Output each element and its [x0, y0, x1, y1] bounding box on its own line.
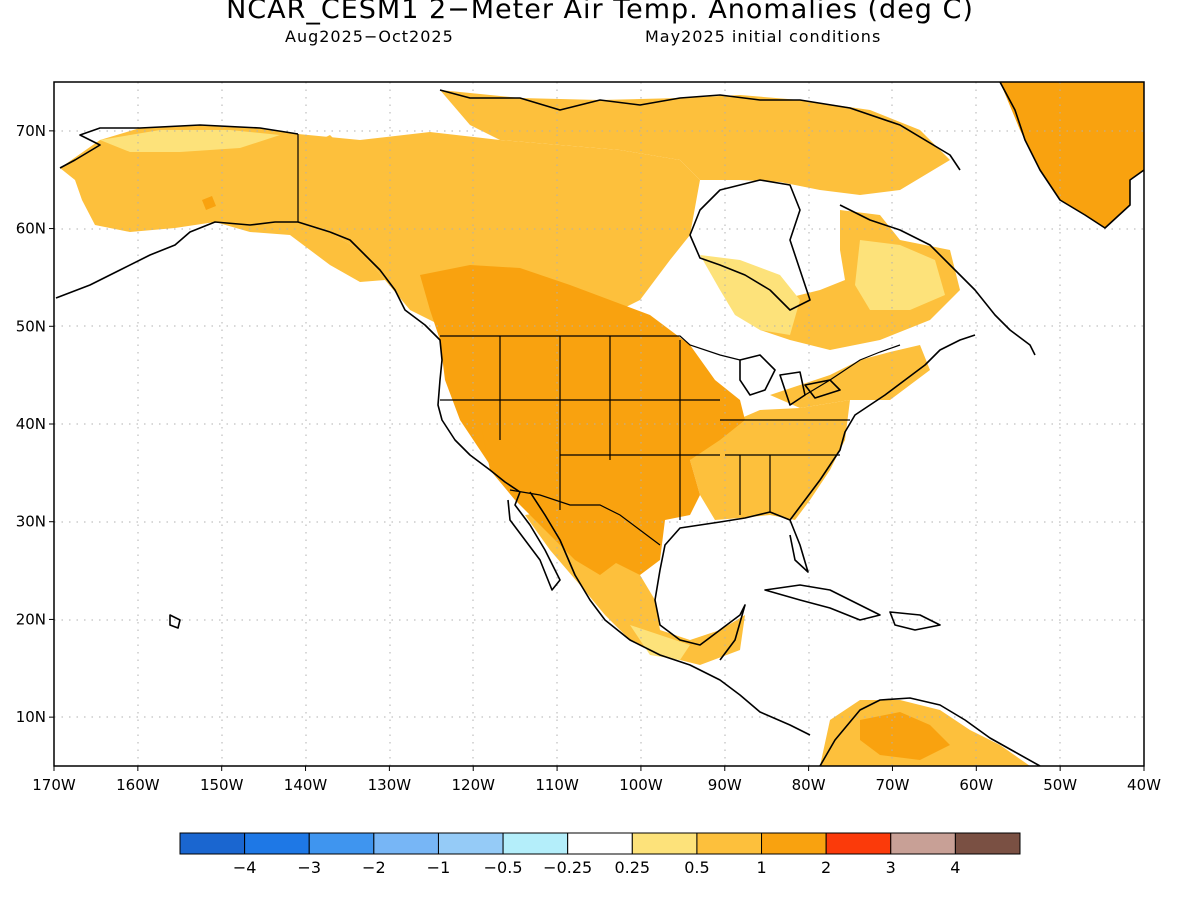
alaska-north-weak	[100, 130, 280, 152]
east-coast	[789, 334, 976, 521]
colorbar-box	[696, 832, 763, 855]
southwest-mexico-warm	[480, 420, 620, 575]
baja-coast	[507, 491, 561, 591]
colorbar-box	[890, 832, 956, 855]
colorbar	[179, 832, 1021, 855]
map-title: NCAR_CESM1 2−Meter Air Temp. Anomalies (…	[226, 0, 974, 25]
lon-label: 160W	[116, 776, 160, 794]
yukon-fill	[300, 135, 410, 290]
map-content	[54, 82, 1144, 766]
south-america-coast	[819, 697, 1041, 766]
colorbar-label: −4	[233, 858, 257, 877]
lat-label: 50N	[16, 317, 46, 335]
colorbar-label: −3	[297, 858, 321, 877]
northeast-us-fill	[770, 345, 930, 408]
colorbar-box	[373, 832, 439, 855]
colorbar-box	[954, 832, 1021, 855]
gulf-coast	[654, 511, 809, 661]
lon-label: 130W	[368, 776, 412, 794]
colorbar-box	[825, 832, 892, 855]
hudson-east-weak	[700, 255, 800, 335]
lon-label: 140W	[284, 776, 328, 794]
arctic-islands-fill	[440, 90, 950, 195]
colorbar-labels: −4 −3 −2 −1 −0.5 −0.25 0.25 0.5 1 2 3 4	[233, 858, 961, 877]
colorbar-label: −2	[362, 858, 386, 877]
venezuela-warm	[860, 712, 950, 760]
lat-label: 70N	[16, 122, 46, 140]
arctic-coast	[439, 89, 961, 171]
lat-label: 10N	[16, 708, 46, 726]
labrador-coast	[839, 204, 1036, 356]
anomaly-fill-1-2	[202, 82, 1144, 760]
anomaly-fill-0-25-0-5	[100, 130, 945, 660]
alaska-spot-warm	[202, 196, 216, 210]
lon-label: 150W	[200, 776, 244, 794]
lon-label: 170W	[32, 776, 76, 794]
colorbar-label: −0.5	[484, 858, 523, 877]
initial-conditions: May2025 initial conditions	[645, 27, 882, 46]
colorbar-box	[761, 832, 827, 855]
lon-label: 70W	[876, 776, 910, 794]
lon-label: 80W	[792, 776, 826, 794]
lat-label: 20N	[16, 610, 46, 628]
lon-label: 60W	[959, 776, 993, 794]
greenland-coast	[999, 82, 1144, 229]
yucatan-weak	[630, 625, 690, 660]
lat-label: 40N	[16, 415, 46, 433]
forecast-period: Aug2025−Oct2025	[285, 27, 454, 46]
colorbar-label: 1	[756, 858, 766, 877]
colorbar-label: 0.5	[684, 858, 709, 877]
colorbar-box	[631, 832, 698, 855]
hispaniola	[889, 611, 941, 631]
labrador-weak	[855, 240, 945, 310]
colorbar-box	[567, 832, 633, 855]
western-us-warm	[420, 265, 745, 575]
coastlines	[55, 82, 1144, 766]
colorbar-label: 2	[821, 858, 831, 877]
lon-label: 120W	[451, 776, 495, 794]
canada-north-fill	[298, 132, 700, 330]
colorbar-label: −1	[427, 858, 451, 877]
colorbar-label: −0.25	[543, 858, 592, 877]
colorbar-box	[244, 832, 310, 855]
longitude-labels: 170W 160W 150W 140W 130W 120W 110W 100W 90W 80W 70…	[32, 776, 1161, 794]
hudson-bay	[689, 179, 811, 311]
hawaii-island	[169, 614, 181, 629]
axis-ticks	[49, 130, 1145, 771]
state-lines	[440, 336, 850, 520]
lat-label: 30N	[16, 513, 46, 531]
colorbar-box	[437, 832, 504, 855]
colorbar-box	[308, 832, 375, 855]
latitude-labels: 70N 60N 50N 40N 30N 20N 10N	[16, 122, 46, 726]
lon-label: 40W	[1127, 776, 1161, 794]
mexico-west-coast	[529, 491, 811, 736]
colorbar-box	[502, 832, 569, 855]
alaska-coast	[55, 124, 331, 299]
greenland-warm	[1000, 82, 1144, 228]
lon-label: 50W	[1043, 776, 1077, 794]
lat-label: 60N	[16, 220, 46, 238]
colorbar-label: 4	[950, 858, 960, 877]
political-borders	[297, 134, 901, 546]
lon-label: 110W	[535, 776, 579, 794]
west-coast	[329, 231, 521, 493]
cuba	[764, 584, 881, 621]
lon-label: 90W	[708, 776, 742, 794]
colorbar-label: 3	[886, 858, 896, 877]
us-mexico-border	[509, 489, 661, 546]
colorbar-label: 0.25	[614, 858, 650, 877]
lon-label: 100W	[619, 776, 663, 794]
colorbar-box	[179, 832, 246, 855]
us-canada-border	[440, 335, 901, 396]
